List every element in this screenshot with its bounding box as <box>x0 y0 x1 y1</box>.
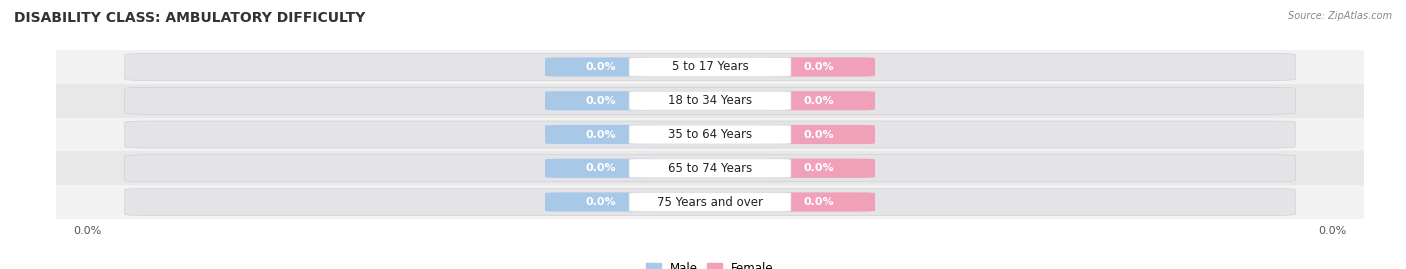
FancyBboxPatch shape <box>125 87 1295 114</box>
FancyBboxPatch shape <box>125 155 1295 182</box>
Text: 0.0%: 0.0% <box>586 163 616 173</box>
FancyBboxPatch shape <box>546 125 657 144</box>
Text: 0.0%: 0.0% <box>804 163 834 173</box>
Bar <box>56 84 1364 118</box>
FancyBboxPatch shape <box>546 91 657 110</box>
Text: 0.0%: 0.0% <box>586 96 616 106</box>
FancyBboxPatch shape <box>763 159 875 178</box>
Bar <box>56 185 1364 219</box>
Bar <box>56 151 1364 185</box>
FancyBboxPatch shape <box>763 125 875 144</box>
FancyBboxPatch shape <box>628 58 792 76</box>
Legend: Male, Female: Male, Female <box>641 258 779 269</box>
Text: 0.0%: 0.0% <box>804 129 834 140</box>
FancyBboxPatch shape <box>763 91 875 110</box>
Text: Source: ZipAtlas.com: Source: ZipAtlas.com <box>1288 11 1392 21</box>
Text: 0.0%: 0.0% <box>804 197 834 207</box>
FancyBboxPatch shape <box>628 193 792 211</box>
Text: 0.0%: 0.0% <box>804 62 834 72</box>
Text: 5 to 17 Years: 5 to 17 Years <box>672 61 748 73</box>
Text: 0.0%: 0.0% <box>586 129 616 140</box>
FancyBboxPatch shape <box>125 54 1295 80</box>
Text: 65 to 74 Years: 65 to 74 Years <box>668 162 752 175</box>
Bar <box>56 118 1364 151</box>
Text: 18 to 34 Years: 18 to 34 Years <box>668 94 752 107</box>
Text: 0.0%: 0.0% <box>804 96 834 106</box>
FancyBboxPatch shape <box>546 159 657 178</box>
FancyBboxPatch shape <box>125 189 1295 215</box>
FancyBboxPatch shape <box>125 121 1295 148</box>
Text: 0.0%: 0.0% <box>586 197 616 207</box>
Text: 75 Years and over: 75 Years and over <box>657 196 763 208</box>
FancyBboxPatch shape <box>763 192 875 212</box>
Text: DISABILITY CLASS: AMBULATORY DIFFICULTY: DISABILITY CLASS: AMBULATORY DIFFICULTY <box>14 11 366 25</box>
Text: 35 to 64 Years: 35 to 64 Years <box>668 128 752 141</box>
FancyBboxPatch shape <box>546 57 657 77</box>
FancyBboxPatch shape <box>628 159 792 178</box>
Bar <box>56 50 1364 84</box>
FancyBboxPatch shape <box>763 57 875 77</box>
FancyBboxPatch shape <box>628 125 792 144</box>
Text: 0.0%: 0.0% <box>586 62 616 72</box>
FancyBboxPatch shape <box>628 91 792 110</box>
FancyBboxPatch shape <box>546 192 657 212</box>
